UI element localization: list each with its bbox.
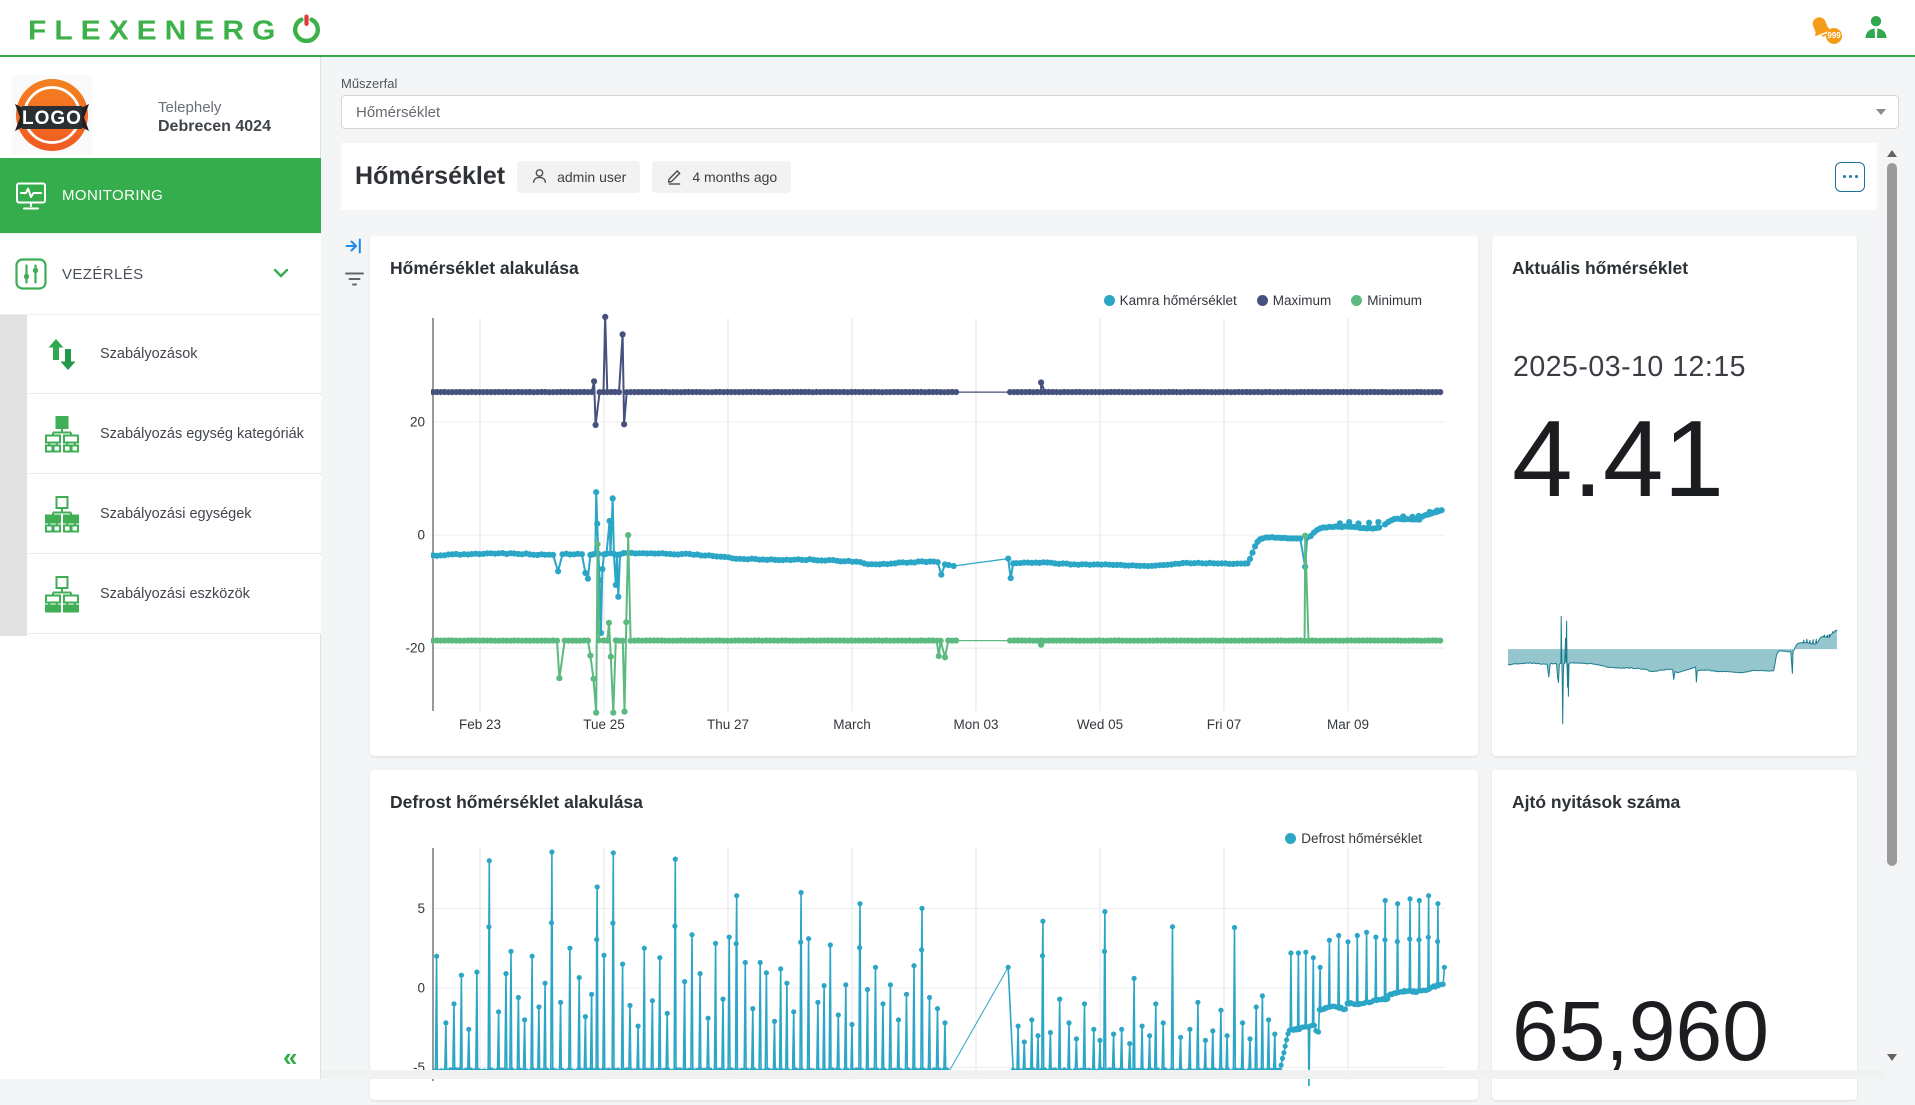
chart-title: Hőmérséklet alakulása — [390, 258, 579, 278]
app-header: FLEXENERG 999 — [0, 0, 1915, 57]
svg-text:0: 0 — [417, 980, 425, 995]
pencil-icon — [668, 170, 681, 185]
sidebar-item-szabalyozasi-egysegek[interactable]: Szabályozási egységek — [27, 475, 321, 554]
sidebar-item-label: Szabályozás egység kategóriák — [100, 426, 304, 442]
filter-icon[interactable] — [345, 271, 365, 292]
transfer-arrows-icon — [44, 336, 80, 373]
svg-text:Tue 25: Tue 25 — [583, 717, 625, 732]
site-label: Telephely — [158, 99, 222, 116]
legend-label: Minimum — [1367, 293, 1422, 308]
sidebar-item-label: Szabályozási egységek — [100, 506, 252, 522]
vertical-scrollbar[interactable] — [1884, 146, 1899, 1070]
legend-item[interactable]: Defrost hőmérséklet — [1285, 831, 1422, 846]
svg-text:March: March — [833, 717, 871, 732]
legend-dot — [1351, 295, 1363, 306]
svg-text:Mar 09: Mar 09 — [1327, 717, 1369, 732]
card-temperature-trend: Hőmérséklet alakulása Kamra hőmérséklet … — [370, 236, 1478, 756]
legend-item[interactable]: Minimum — [1351, 293, 1422, 308]
door-openings-value: 65,960 — [1512, 984, 1769, 1078]
brand-logo[interactable]: FLEXENERG — [28, 13, 321, 48]
card-current-temperature: Aktuális hőmérséklet 2025-03-10 12:15 4.… — [1492, 236, 1857, 756]
legend-label: Defrost hőmérséklet — [1301, 831, 1422, 846]
card-title: Ajtó nyitások száma — [1512, 792, 1681, 812]
user-profile-icon[interactable] — [1863, 14, 1891, 42]
monitor-icon — [14, 179, 48, 213]
sidebar-item-label: MONITORING — [62, 187, 164, 204]
sidebar: LOGO Telephely Debrecen 4024 MONITORING — [0, 57, 321, 1079]
dashboard-select[interactable]: Hőmérséklet — [341, 95, 1899, 129]
svg-text:5: 5 — [417, 901, 425, 916]
site-logo-text: LOGO — [22, 108, 82, 129]
sidebar-item-szabalyozas-egyseg-kategoriak[interactable]: Szabályozás egység kategóriák — [27, 395, 321, 474]
updated-badge: 4 months ago — [652, 160, 792, 193]
site-logo: LOGO — [12, 75, 92, 155]
card-title: Aktuális hőmérséklet — [1512, 258, 1689, 278]
svg-text:20: 20 — [410, 415, 425, 430]
org-chart-top-icon — [44, 415, 80, 453]
current-temperature-timestamp: 2025-03-10 12:15 — [1513, 351, 1747, 383]
legend-item[interactable]: Maximum — [1256, 293, 1332, 308]
select-caret-icon — [1876, 109, 1886, 115]
submenu-indent — [0, 315, 27, 636]
sidebar-item-label: VEZÉRLÉS — [62, 265, 144, 283]
sidebar-collapse-button[interactable]: « — [283, 1042, 298, 1072]
legend-dot — [1285, 833, 1297, 844]
power-icon — [292, 13, 321, 48]
defrost-trend-chart[interactable]: 5 0 -5 — [370, 770, 1478, 1100]
sidebar-item-szabalyozasi-eszkozok[interactable]: Szabályozási eszközök — [27, 555, 321, 634]
sidebar-item-monitoring[interactable]: MONITORING — [0, 158, 321, 234]
sidebar-item-szabalyozasok[interactable]: Szabályozások — [27, 315, 321, 394]
svg-text:Feb 23: Feb 23 — [459, 717, 501, 732]
card-defrost-trend: Defrost hőmérséklet alakulása Defrost hő… — [370, 770, 1478, 1100]
legend-label: Maximum — [1272, 293, 1332, 308]
expand-panel-icon[interactable] — [345, 238, 365, 259]
author-name: admin user — [557, 168, 627, 185]
horizontal-scrollbar[interactable] — [321, 1070, 1884, 1079]
scroll-down-arrow-icon[interactable] — [1887, 1054, 1897, 1061]
dashboard-select-label: Műszerfal — [341, 76, 398, 91]
svg-text:-20: -20 — [405, 641, 425, 656]
more-options-button[interactable] — [1835, 161, 1865, 192]
sidebar-item-vezerles[interactable]: VEZÉRLÉS — [0, 234, 321, 315]
svg-text:Thu 27: Thu 27 — [707, 717, 749, 732]
svg-text:0: 0 — [417, 528, 425, 543]
sliders-icon — [14, 257, 48, 291]
sidebar-item-label: Szabályozások — [100, 346, 198, 362]
title-bar: Hőmérséklet admin user 4 months ago — [341, 143, 1877, 210]
svg-text:Wed 05: Wed 05 — [1077, 717, 1123, 732]
card-door-openings: Ajtó nyitások száma 65,960 — [1492, 770, 1857, 1100]
legend-item[interactable]: Kamra hőmérséklet — [1103, 293, 1237, 308]
dashboard-select-value: Hőmérséklet — [356, 103, 441, 121]
chart-legend: Defrost hőmérséklet — [1285, 831, 1422, 846]
updated-time: 4 months ago — [692, 168, 778, 185]
org-chart-bottom-icon — [44, 575, 80, 613]
org-chart-middle-icon — [44, 495, 80, 533]
legend-label: Kamra hőmérséklet — [1119, 293, 1237, 308]
current-temperature-sparkline — [1507, 596, 1838, 742]
legend-dot — [1256, 295, 1268, 306]
chart-legend: Kamra hőmérséklet Maximum Minimum — [1103, 293, 1422, 308]
sidebar-item-label: Szabályozási eszközök — [100, 586, 250, 602]
site-block: LOGO Telephely Debrecen 4024 — [0, 57, 321, 158]
svg-text:Mon 03: Mon 03 — [953, 717, 998, 732]
current-temperature-value: 4.41 — [1512, 398, 1725, 520]
author-badge: admin user — [517, 160, 641, 193]
temperature-trend-chart[interactable]: 20 0 -20 Feb 23 Tue 25 Thu 27 March Mon 03 Wed 0… — [370, 236, 1478, 756]
chevron-down-icon — [273, 265, 289, 283]
site-name: Debrecen 4024 — [158, 118, 271, 135]
chart-title: Defrost hőmérséklet alakulása — [390, 792, 643, 812]
brand-logo-text: FLEXENERG — [28, 14, 284, 46]
person-icon — [532, 169, 547, 183]
vertical-scrollbar-thumb[interactable] — [1886, 163, 1897, 866]
legend-dot — [1103, 295, 1115, 306]
notifications-count-badge: 999 — [1826, 28, 1842, 44]
notifications-bell-icon[interactable]: 999 — [1807, 14, 1842, 44]
page-title: Hőmérséklet — [355, 162, 506, 190]
scroll-up-arrow-icon[interactable] — [1887, 150, 1897, 157]
svg-text:Fri 07: Fri 07 — [1207, 717, 1242, 732]
